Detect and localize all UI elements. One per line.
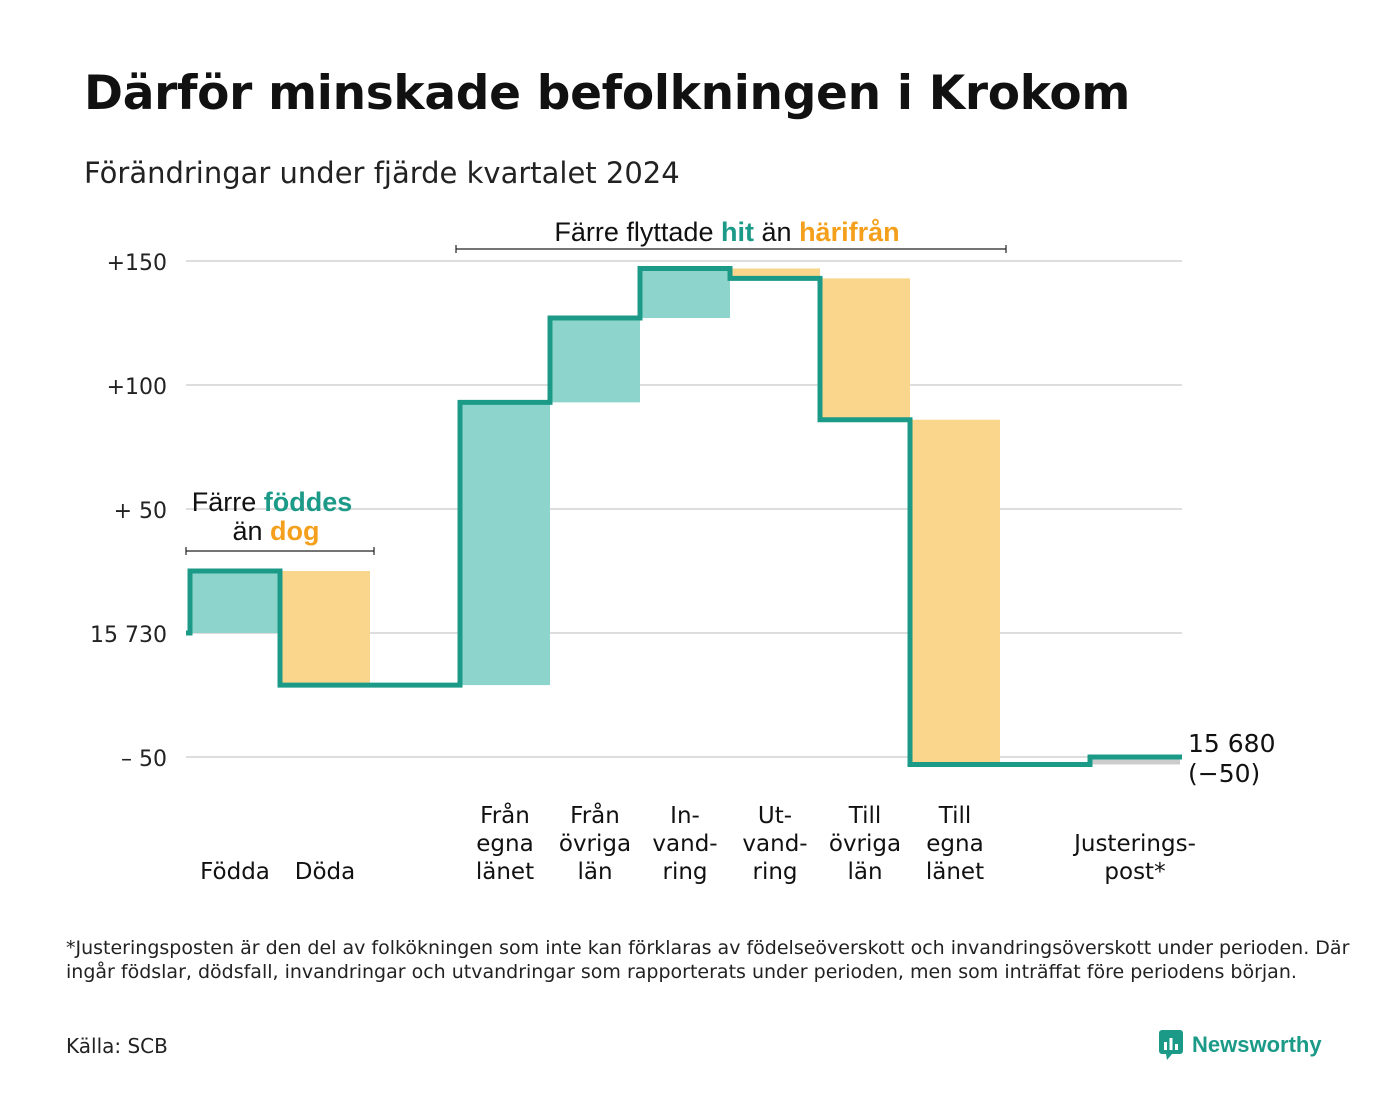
x-tick-label: post* bbox=[1104, 859, 1165, 885]
bar bbox=[640, 268, 730, 319]
bar bbox=[1090, 757, 1180, 765]
brand-logo: Newsworthy bbox=[1158, 1028, 1322, 1062]
x-tick-label: övriga bbox=[559, 831, 631, 857]
y-tick-label: +150 bbox=[107, 251, 167, 276]
y-tick-label: 15 730 bbox=[90, 623, 167, 648]
x-tick-label: Födda bbox=[200, 859, 270, 885]
y-tick-label: +100 bbox=[107, 375, 167, 400]
svg-text:än dog: än dog bbox=[232, 516, 319, 546]
x-tick-label: län bbox=[847, 859, 882, 885]
step-line bbox=[186, 265, 1182, 767]
x-tick-label: länet bbox=[476, 859, 534, 885]
x-tick-label: egna bbox=[476, 831, 533, 857]
annotation-births-deaths: Färre föddes än dog bbox=[185, 487, 375, 555]
y-tick-label: + 50 bbox=[114, 499, 167, 524]
end-value: 15 680 bbox=[1188, 729, 1275, 758]
x-tick-label: ring bbox=[662, 859, 707, 885]
x-tick-label: övriga bbox=[829, 831, 901, 857]
source-note: Källa: SCB bbox=[66, 1034, 168, 1058]
x-tick-label: ring bbox=[752, 859, 797, 885]
chart-subtitle: Förändringar under fjärde kvartalet 2024 bbox=[84, 156, 680, 190]
x-tick-label: Ut- bbox=[758, 803, 792, 829]
x-tick-label: vand- bbox=[652, 831, 717, 857]
x-tick-label: län bbox=[577, 859, 612, 885]
x-tick-label: In- bbox=[670, 803, 700, 829]
x-tick-label: länet bbox=[926, 859, 984, 885]
footnote: *Justeringsposten är den del av folkökni… bbox=[66, 937, 1350, 983]
x-tick-label: vand- bbox=[742, 831, 807, 857]
y-axis: +150 +100 + 50 15 730 – 50 bbox=[90, 251, 167, 772]
svg-text:Färre flyttade hit: Färre flyttade hit än härifrån bbox=[554, 217, 899, 247]
brand-name: Newsworthy bbox=[1192, 1032, 1322, 1057]
newsworthy-logo-icon bbox=[1159, 1030, 1183, 1060]
x-axis: Födda DödaFrånegnalänetFrånövrigalänIn-va… bbox=[200, 801, 1196, 885]
bar bbox=[460, 402, 550, 686]
bar bbox=[280, 571, 370, 686]
x-tick-label: Döda bbox=[295, 859, 355, 885]
chart-title: Därför minskade befolkningen i Krokom bbox=[84, 66, 1131, 121]
end-change: (−50) bbox=[1188, 759, 1260, 788]
bar bbox=[910, 419, 1000, 765]
x-tick-label: Till bbox=[848, 803, 882, 829]
annotation-migration: Färre flyttade hit än härifrån bbox=[455, 217, 1007, 253]
y-tick-label: – 50 bbox=[121, 747, 167, 772]
x-tick-label: Från bbox=[480, 801, 530, 829]
x-tick-label: egna bbox=[926, 831, 983, 857]
series-line bbox=[186, 265, 1182, 767]
svg-text:Färre föddes: Färre föddes bbox=[192, 487, 353, 517]
bar bbox=[730, 268, 820, 279]
x-tick-label: Justerings- bbox=[1072, 831, 1196, 857]
bar bbox=[820, 278, 910, 420]
bar bbox=[190, 571, 280, 633]
bars bbox=[190, 268, 1180, 765]
bar bbox=[550, 318, 640, 403]
end-value-label: 15 680(−50) bbox=[1188, 729, 1275, 788]
x-tick-label: Till bbox=[938, 803, 972, 829]
x-tick-label: Från bbox=[570, 801, 620, 829]
